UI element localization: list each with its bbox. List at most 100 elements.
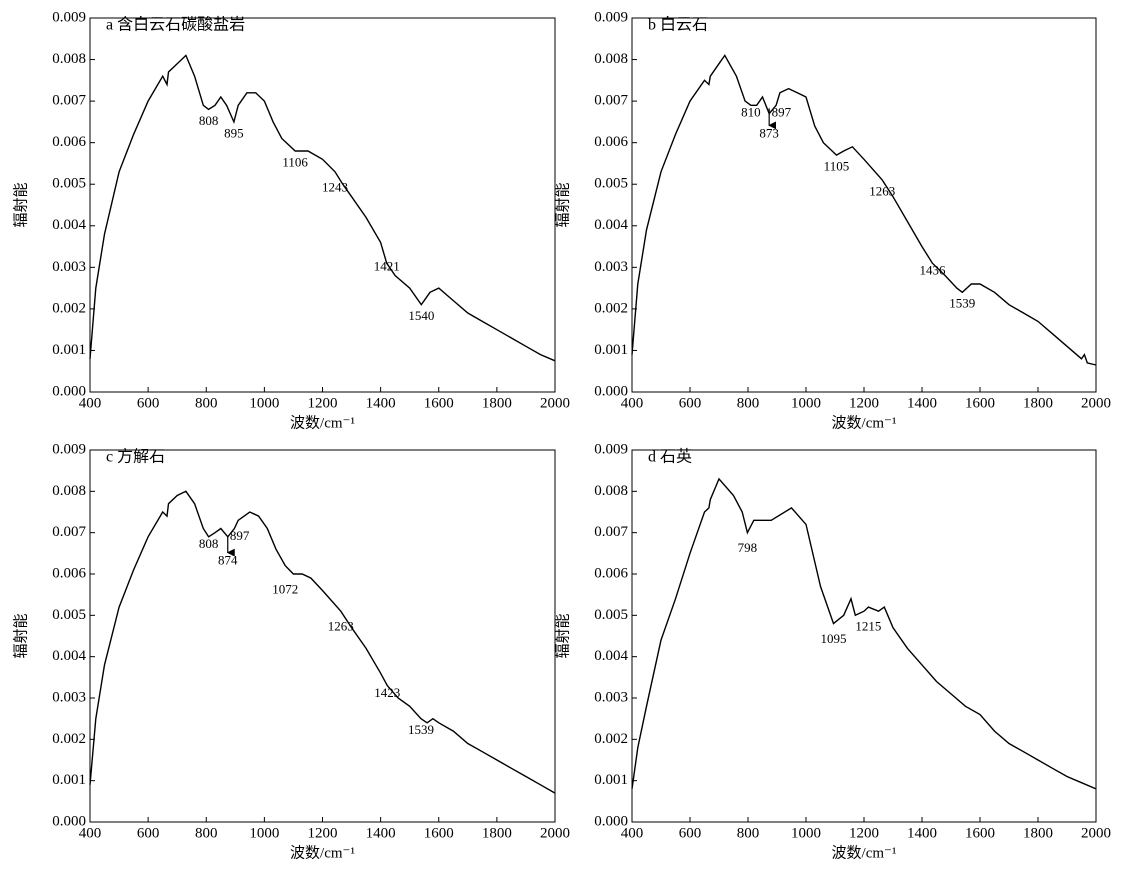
x-tick-label: 1400 [907,825,937,841]
y-tick-label: 0.002 [594,731,628,747]
spectrum-line [631,477,1097,790]
x-tick-label: 400 [621,395,644,411]
x-tick-label: 1600 [965,825,995,841]
annotation: 798 [738,540,758,555]
y-tick-label: 0.006 [594,134,628,150]
y-tick-label: 0.005 [52,176,86,192]
y-tick-label: 0.002 [52,300,86,316]
y-tick-label: 0.001 [594,342,628,358]
panel-title: d 石英 [648,448,692,466]
panel-title: a 含白云石碳酸盐岩 [106,16,245,34]
x-tick-label: 1800 [482,395,512,411]
x-tick-label: 400 [621,825,644,841]
annotation: 1106 [282,154,308,169]
x-tick-label: 1200 [849,395,879,411]
x-axis-label: 波数/cm⁻¹ [290,844,355,861]
y-tick-label: 0.001 [52,342,86,358]
y-tick-label: 0.007 [52,93,86,109]
x-tick-label: 1000 [791,395,821,411]
x-tick-label: 600 [137,395,160,411]
annotation: 1539 [949,296,975,311]
panel-title: c 方解石 [106,448,165,466]
y-tick-label: 0.004 [52,648,86,664]
x-tick-label: 1400 [366,825,396,841]
y-axis-label: 辐射能 [554,613,571,658]
x-axis-label: 波数/cm⁻¹ [832,414,897,431]
panel: 0.000 0.001 0.002 0.003 0.004 0.005 0.006 0.007… [554,441,1111,861]
x-axis-label: 波数/cm⁻¹ [832,844,897,861]
y-axis-label: 辐射能 [12,182,29,227]
y-tick-label: 0.007 [52,524,86,540]
x-tick-label: 1200 [308,395,338,411]
annotation: 808 [199,536,219,551]
x-tick-label: 1800 [1023,825,1053,841]
y-tick-label: 0.001 [52,772,86,788]
plot-frame [631,449,1097,823]
annotation: 1421 [374,258,400,273]
y-tick-label: 0.003 [594,259,628,275]
y-tick-label: 0.007 [594,93,628,109]
x-tick-label: 400 [79,825,102,841]
annotation: 1263 [328,619,354,634]
y-tick-label: 0.005 [594,176,628,192]
annotation: 1539 [408,722,434,737]
y-tick-label: 0.003 [594,689,628,705]
plot-frame [631,17,1097,393]
y-tick-label: 0.003 [52,259,86,275]
annotation: 874 [218,553,238,568]
annotation: 1263 [869,184,895,199]
annotation: 897 [230,528,250,543]
annotation: 873 [759,125,779,140]
y-tick-label: 0.000 [52,383,86,399]
x-tick-label: 1000 [791,825,821,841]
y-tick-label: 0.000 [52,813,86,829]
x-tick-label: 1400 [907,395,937,411]
y-tick-label: 0.008 [594,483,628,499]
y-tick-label: 0.006 [594,565,628,581]
annotation: 895 [224,125,244,140]
y-tick-label: 0.003 [52,689,86,705]
annotation: 808 [199,113,219,128]
spectrum-line [89,54,556,362]
y-tick-label: 0.004 [52,217,86,233]
x-tick-label: 2000 [1081,825,1111,841]
x-tick-label: 1000 [249,825,279,841]
annotation: 1243 [322,179,348,194]
annotation: 810 [741,105,761,120]
spectrum-line [631,54,1097,366]
annotation: 1105 [824,159,850,174]
panel: 0.000 0.001 0.002 0.003 0.004 0.005 0.006 0.007… [554,9,1111,431]
annotation: 1436 [919,262,946,277]
x-axis-label: 波数/cm⁻¹ [290,414,355,431]
y-axis-label: 辐射能 [554,182,571,227]
x-tick-label: 2000 [540,395,570,411]
x-tick-label: 1800 [482,825,512,841]
x-tick-label: 2000 [1081,395,1111,411]
annotation: 1215 [855,619,881,634]
annotation: 1095 [821,631,847,646]
y-tick-label: 0.005 [52,607,86,623]
x-tick-label: 600 [137,825,160,841]
y-tick-label: 0.004 [594,217,628,233]
y-tick-label: 0.008 [52,51,86,67]
y-tick-label: 0.008 [594,51,628,67]
x-tick-label: 800 [737,395,760,411]
y-tick-label: 0.009 [594,9,628,25]
x-tick-label: 600 [679,395,702,411]
x-tick-label: 1400 [366,395,396,411]
y-tick-label: 0.006 [52,134,86,150]
y-tick-label: 0.000 [594,813,628,829]
x-tick-label: 800 [737,825,760,841]
y-tick-label: 0.006 [52,565,86,581]
y-tick-label: 0.000 [594,383,628,399]
x-tick-label: 1200 [849,825,879,841]
annotation: 897 [772,105,792,120]
x-tick-label: 800 [195,395,218,411]
y-tick-label: 0.002 [52,731,86,747]
y-tick-label: 0.008 [52,483,86,499]
x-tick-label: 1600 [424,825,454,841]
x-tick-label: 1200 [308,825,338,841]
y-tick-label: 0.009 [594,441,628,457]
x-tick-label: 600 [679,825,702,841]
